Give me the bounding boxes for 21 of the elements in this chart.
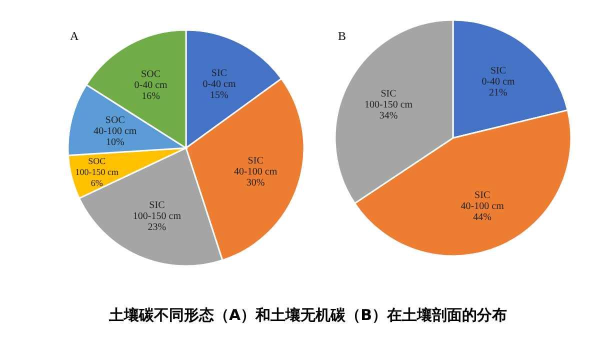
data-label: 6%: [90, 178, 104, 188]
chart-title: A: [70, 29, 79, 43]
slice-label: SOC 100-150 cm: [75, 156, 118, 177]
text: B: [338, 29, 346, 43]
slice-label: SIC 40-100 cm: [460, 190, 504, 212]
data-label: 23%: [148, 222, 166, 234]
slice-label: SIC 100-150 cm: [132, 200, 182, 222]
data-label: 30%: [246, 178, 265, 189]
slice-label: SIC 40-100 cm: [234, 156, 278, 178]
data-label: 21%: [489, 87, 508, 98]
slice-label: SIC 100-150 cm: [364, 88, 413, 110]
slice-label: SOC 40-100 cm: [94, 114, 137, 137]
slice-label: SIC 0-40 cm: [482, 65, 515, 88]
text: 土壤碳不同形态（A）和土壤无机碳（B）在土壤剖面的分布: [108, 306, 508, 324]
data-label: 34%: [379, 110, 398, 122]
slice-label: SOC 0-40 cm: [134, 68, 168, 91]
data-label: 44%: [473, 212, 492, 224]
slice-label: SIC 0-40 cm: [202, 68, 236, 90]
data-label: 15%: [210, 90, 228, 101]
data-label: 10%: [106, 136, 124, 148]
data-label: 16%: [142, 90, 160, 102]
